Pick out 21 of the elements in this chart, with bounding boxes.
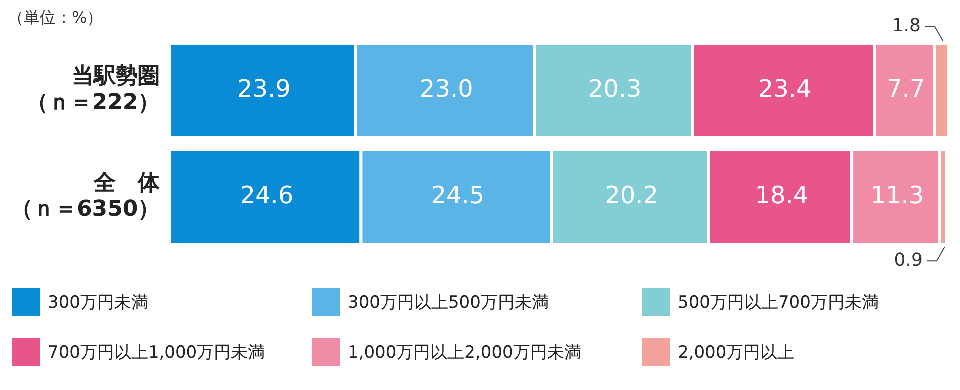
data-label: 23.4 xyxy=(758,74,812,103)
y-tick-label: 全 体（ｎ＝6350） xyxy=(10,170,162,222)
data-label: 0.9 xyxy=(894,250,923,271)
data-label: 7.7 xyxy=(886,74,926,103)
data-label: 1.8 xyxy=(892,16,921,37)
legend-label: 2,000万円以上 xyxy=(678,342,795,364)
data-label: 23.0 xyxy=(420,74,474,103)
legend-label: 300万円未満 xyxy=(48,292,148,314)
data-label: 11.3 xyxy=(870,182,924,210)
data-label: 23.9 xyxy=(237,74,291,103)
data-label: 24.6 xyxy=(240,182,294,210)
data-label: 20.2 xyxy=(605,182,659,210)
legend-label: 700万円以上1,000万円未満 xyxy=(48,342,266,364)
data-label: 24.5 xyxy=(431,182,485,210)
legend-label: 500万円以上700万円未満 xyxy=(678,292,879,314)
data-label: 20.3 xyxy=(588,74,642,103)
data-label: 18.4 xyxy=(755,182,809,210)
legend-label: 1,000万円以上2,000万円未満 xyxy=(348,342,582,364)
text: （単位：%） xyxy=(8,8,104,29)
legend-label: 300万円以上500万円未満 xyxy=(348,292,549,314)
y-tick-label: 当駅勢圏（ｎ＝222） xyxy=(26,64,160,116)
